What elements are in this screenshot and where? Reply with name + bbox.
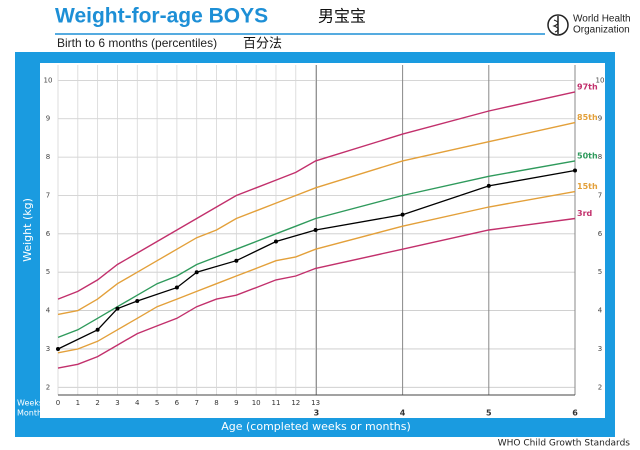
month-tick-label: 4 (400, 409, 406, 418)
week-tick-label: 2 (95, 399, 99, 407)
measurement-point (486, 183, 491, 188)
y-tick-label: 7 (598, 191, 602, 199)
month-tick-label: 6 (572, 409, 578, 418)
curve-label: 50th (577, 151, 598, 160)
week-tick-label: 10 (252, 399, 261, 407)
measurement-point (135, 298, 140, 303)
percentile-curve (57, 160, 576, 339)
y-tick-label: 9 (46, 115, 50, 123)
organization-name: Organization (573, 25, 630, 36)
measurement-point (313, 228, 318, 232)
y-tick-label: 7 (46, 191, 50, 199)
week-tick-label: 13 (311, 399, 320, 407)
y-tick-label: 3 (598, 345, 602, 353)
y-tick-label: 2 (598, 383, 602, 391)
week-tick-label: 6 (175, 399, 180, 407)
measurement-point (56, 346, 60, 351)
percentile-curve (57, 190, 576, 354)
month-tick-label: 5 (486, 409, 492, 418)
week-tick-label: 4 (135, 399, 140, 407)
curve-label: 85th (577, 113, 598, 122)
measurement-point (234, 258, 239, 263)
week-tick-label: 12 (291, 399, 300, 407)
measurement-point (115, 306, 120, 311)
measurement-point (400, 212, 405, 217)
percentile-curve (57, 91, 576, 300)
y-tick-label: 5 (46, 268, 50, 276)
week-tick-label: 3 (115, 399, 119, 407)
y-axis-title: Weight (kg) (21, 198, 34, 262)
percentile-curve (57, 121, 576, 316)
y-tick-label: 3 (46, 345, 50, 353)
chart-subtitle-cn: 百分法 (243, 37, 282, 52)
chart-title: Weight-for-age BOYS (55, 5, 268, 28)
months-label: Months (17, 409, 46, 418)
source-note: WHO Child Growth Standards (498, 439, 631, 449)
week-tick-label: 11 (272, 399, 281, 407)
y-tick-label: 4 (46, 307, 51, 315)
week-tick-label: 0 (56, 399, 60, 407)
measurement-line (57, 169, 576, 350)
y-tick-label: 10 (596, 76, 605, 84)
y-tick-label: 8 (46, 153, 50, 161)
y-tick-label: 6 (598, 230, 603, 238)
axis-strip (40, 397, 605, 418)
curve-label: 15th (577, 182, 598, 191)
percentile-curve (57, 217, 576, 369)
measurement-point (95, 327, 100, 332)
y-tick-label: 6 (46, 230, 51, 238)
measurement-point (573, 168, 577, 173)
week-tick-label: 8 (214, 399, 218, 407)
measurement-point (174, 285, 179, 290)
chart-title-cn: 男宝宝 (318, 7, 366, 26)
who-logo (547, 14, 569, 36)
y-tick-label: 2 (46, 383, 50, 391)
plot-background (40, 63, 605, 397)
week-tick-label: 5 (155, 399, 159, 407)
organization-name: World Health (573, 14, 631, 25)
weeks-label: Weeks (17, 399, 43, 408)
y-tick-label: 10 (44, 76, 53, 84)
curve-label: 3rd (577, 209, 593, 218)
week-tick-label: 1 (76, 399, 80, 407)
y-tick-label: 8 (598, 153, 602, 161)
y-tick-label: 4 (598, 307, 603, 315)
week-tick-label: 9 (234, 399, 238, 407)
y-tick-label: 9 (598, 115, 602, 123)
week-tick-label: 7 (194, 399, 198, 407)
x-axis-title: Age (completed weeks or months) (221, 420, 411, 433)
measurement-point (273, 239, 278, 244)
measurement-point (194, 270, 199, 275)
y-tick-label: 5 (598, 268, 602, 276)
chart-subtitle: Birth to 6 months (percentiles) (57, 36, 217, 50)
month-tick-label: 3 (314, 409, 320, 418)
curve-label: 97th (577, 82, 598, 91)
